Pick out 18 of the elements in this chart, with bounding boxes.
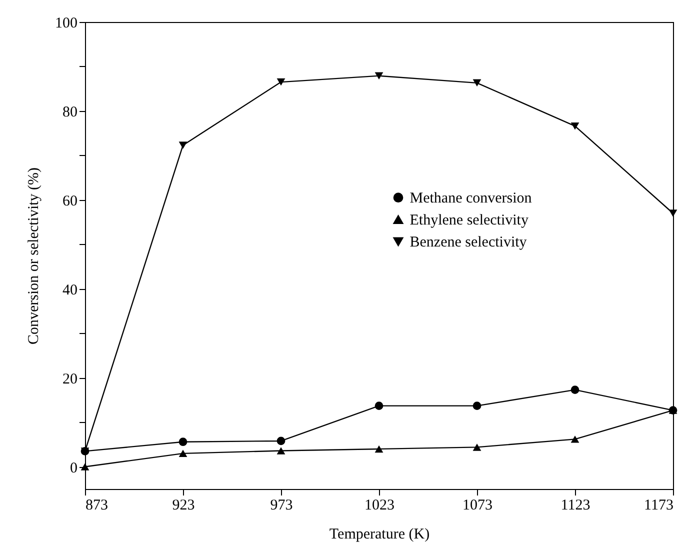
legend-label: Benzene selectivity (410, 234, 528, 251)
y-tick-label: 0 (70, 460, 78, 476)
x-tick-label: 973 (270, 498, 293, 514)
legend-label: Ethylene selectivity (410, 212, 529, 229)
y-axis-title: Conversion or selectivity (%) (26, 167, 42, 345)
x-tick-label: 873 (86, 498, 108, 514)
x-tick-label: 1123 (560, 498, 590, 514)
x-tick-label: 923 (172, 498, 195, 514)
y-tick-label: 20 (62, 371, 78, 388)
y-tick-label: 100 (55, 16, 78, 32)
y-tick-label: 60 (62, 193, 78, 210)
x-tick-label: 1023 (364, 498, 394, 514)
y-tick-label: 80 (62, 104, 78, 120)
x-axis-title: Temperature (K) (329, 526, 430, 542)
legend-label: Methane conversion (410, 190, 532, 207)
x-tick-label: 1173 (644, 498, 674, 514)
y-tick-label: 40 (62, 282, 78, 298)
x-tick-label: 1073 (462, 498, 492, 514)
